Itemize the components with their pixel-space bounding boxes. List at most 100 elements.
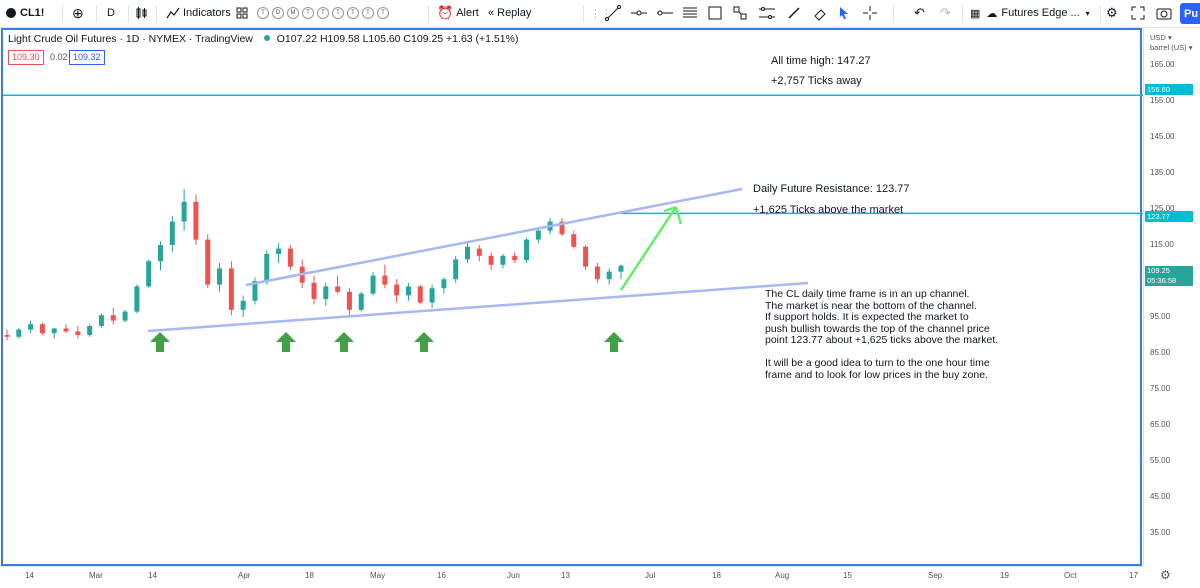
interval-button[interactable]: D [107, 3, 115, 23]
candle-body [134, 286, 140, 312]
chart-pane[interactable] [1, 28, 1142, 566]
publish-button[interactable]: Pu [1180, 3, 1200, 24]
chevron-down-icon: ▾ [1167, 33, 1172, 42]
chart-canvas[interactable] [0, 27, 1143, 587]
eraser-icon [814, 9, 826, 21]
template-chip[interactable]: T [317, 7, 329, 19]
horizontal-ray-icon [631, 10, 647, 16]
candle-body [606, 271, 612, 280]
currency-label: USD [1150, 33, 1166, 42]
cursor-arrow-icon [840, 7, 848, 19]
template-chip[interactable]: M [287, 7, 299, 19]
brush-tool[interactable] [786, 3, 802, 23]
projection-arrowhead[interactable] [674, 206, 683, 225]
buy-zone-arrow-icon[interactable] [604, 332, 624, 352]
candle-body [535, 230, 541, 240]
buy-price-box[interactable]: 109.32 [69, 50, 105, 65]
alarm-clock-icon: ⏰ [437, 5, 454, 20]
plus-circle-icon: ⊕ [72, 4, 84, 21]
buy-zone-arrow-icon[interactable] [150, 332, 170, 352]
template-chip[interactable]: T [377, 7, 389, 19]
candle-body [346, 291, 352, 310]
redo-button[interactable]: ↷ [940, 3, 951, 23]
candle-body [193, 201, 199, 240]
candle-body [583, 246, 589, 267]
divider [62, 5, 63, 22]
layout-menu[interactable]: ▦ ☁ Futures Edge ... ▾ [970, 3, 1090, 23]
candle-body [39, 324, 45, 334]
candle-body [311, 282, 317, 299]
rectangle-tool[interactable] [707, 3, 723, 23]
projection-arrow-line[interactable] [619, 206, 678, 291]
fullscreen-button[interactable] [1131, 3, 1145, 23]
fib-tool[interactable] [682, 3, 698, 23]
undo-button[interactable]: ↶ [914, 3, 925, 23]
candle-body [394, 284, 400, 296]
settings-button[interactable]: ⚙ [1106, 3, 1118, 23]
alert-button[interactable]: ⏰ Alert [437, 3, 479, 23]
price-tick-label: 135.00 [1150, 168, 1175, 177]
chart-type-button[interactable] [136, 3, 148, 23]
crosshair-tool[interactable] [862, 3, 878, 23]
buy-zone-arrow-icon[interactable] [276, 332, 296, 352]
compare-symbol-button[interactable]: ⊕ [72, 3, 84, 23]
layout-grid-button[interactable] [236, 3, 248, 23]
symbol-search[interactable]: CL1! [6, 3, 44, 23]
ray-tool[interactable] [630, 3, 648, 23]
price-tick-label: 45.00 [1150, 492, 1171, 501]
date-tick-label: 18 [712, 571, 721, 580]
date-tick-label: Aug [775, 571, 790, 580]
price-tick-label: 85.00 [1150, 348, 1171, 357]
layout-name: Futures Edge ... [1001, 7, 1080, 19]
undo-icon: ↶ [914, 5, 925, 20]
candle-body [465, 246, 470, 260]
buy-zone-arrow-icon[interactable] [334, 332, 354, 352]
candle-body [228, 268, 234, 310]
eraser-tool[interactable] [812, 3, 828, 23]
snapshot-button[interactable] [1156, 3, 1172, 23]
cursor-tool[interactable] [838, 3, 850, 23]
time-axis[interactable] [0, 566, 1143, 588]
channel-resistance-line[interactable] [245, 187, 743, 287]
template-chip[interactable]: D [272, 7, 284, 19]
template-chip[interactable]: T [257, 7, 269, 19]
replay-button[interactable]: « Replay [488, 3, 531, 23]
candle-body [370, 275, 376, 294]
candle-body [16, 329, 22, 337]
candle-body [594, 266, 600, 280]
price-tick-label: 65.00 [1150, 420, 1171, 429]
grid-small-icon: ▦ [970, 7, 981, 20]
candle-body [181, 201, 187, 222]
sell-price-box[interactable]: 109.30 [8, 50, 44, 65]
price-axis[interactable]: USD ▾ barrel (US) ▾ [1143, 28, 1200, 566]
buy-zone-arrow-icon[interactable] [414, 332, 434, 352]
template-chip[interactable]: T [347, 7, 359, 19]
date-tick-label: Sep [928, 571, 943, 580]
projection-arrowhead[interactable] [663, 205, 677, 213]
trend-line-tool[interactable] [605, 3, 621, 23]
template-chip[interactable]: T [302, 7, 314, 19]
drag-handle-icon[interactable]: ⋮⋮ [590, 7, 612, 20]
candle-body [287, 248, 293, 267]
candle-body [512, 255, 518, 261]
price-tick-label: 55.00 [1150, 456, 1171, 465]
template-chip[interactable]: T [362, 7, 374, 19]
brush-icon [788, 7, 800, 19]
channel-support-line[interactable] [147, 281, 809, 333]
axis-settings-button[interactable]: ⚙ [1160, 568, 1171, 582]
resistance-label: Daily Future Resistance: 123.77 [753, 183, 910, 195]
gear-icon: ⚙ [1160, 568, 1171, 582]
projection-tool[interactable] [758, 3, 776, 23]
pattern-tool[interactable] [732, 3, 748, 23]
indicators-icon [166, 7, 180, 19]
template-chip[interactable]: T [332, 7, 344, 19]
candle-body [122, 311, 128, 321]
unit-selector[interactable]: barrel (US) ▾ [1150, 43, 1193, 52]
indicators-button[interactable]: Indicators [166, 3, 231, 23]
grid-icon [236, 7, 248, 19]
date-tick-label: Apr [238, 571, 251, 580]
date-tick-label: 14 [148, 571, 157, 580]
currency-selector[interactable]: USD ▾ [1150, 33, 1172, 42]
horizontal-line-tool[interactable] [656, 3, 674, 23]
date-tick-label: 15 [843, 571, 852, 580]
